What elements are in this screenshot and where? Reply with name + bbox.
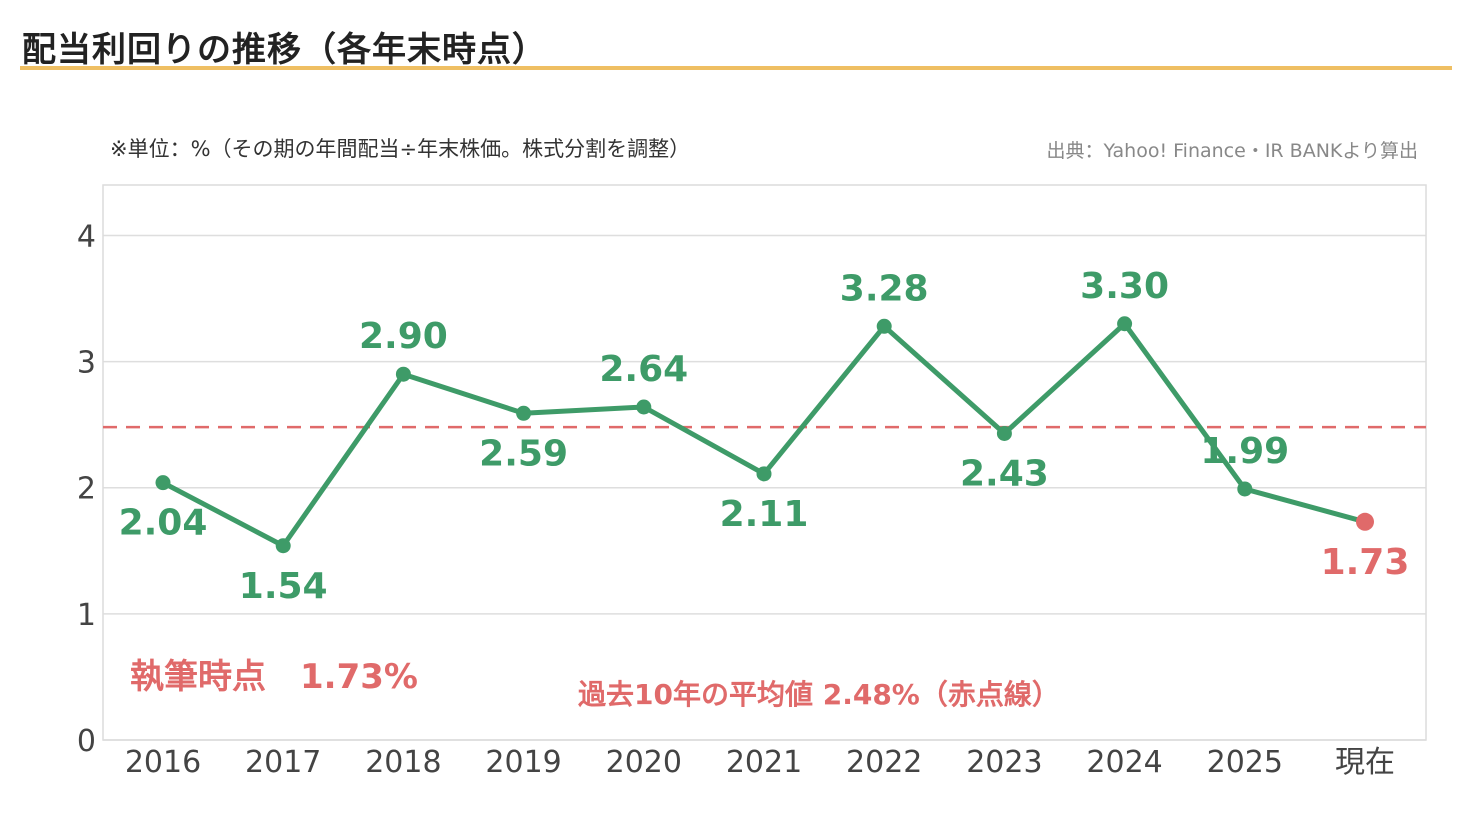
data-point <box>395 366 411 382</box>
x-tick-label: 2017 <box>245 745 321 780</box>
y-tick-label: 4 <box>77 219 96 254</box>
data-point <box>155 475 171 491</box>
y-tick-label: 2 <box>77 472 96 507</box>
x-tick-label: 2016 <box>125 745 201 780</box>
unit-note: ※単位：%（その期の年間配当÷年末株価。株式分割を調整） <box>110 137 690 161</box>
data-label: 2.59 <box>479 433 568 474</box>
x-tick-label: 2018 <box>365 745 441 780</box>
data-point <box>275 538 291 554</box>
data-point <box>996 425 1012 441</box>
data-label: 2.11 <box>720 494 809 535</box>
y-tick-label: 1 <box>77 598 96 633</box>
data-point <box>1237 481 1253 497</box>
current-point <box>1356 512 1374 531</box>
x-tick-label: 2025 <box>1207 745 1283 780</box>
x-tick-label: 2022 <box>846 745 922 780</box>
data-label: 2.04 <box>119 503 208 544</box>
data-label: 2.90 <box>359 316 448 357</box>
data-point <box>876 318 892 334</box>
data-point <box>636 399 652 415</box>
y-tick-label: 3 <box>77 346 96 381</box>
current-value-callout: 執筆時点 1.73% <box>130 657 418 697</box>
data-label: 3.28 <box>840 268 929 309</box>
data-label: 1.99 <box>1200 431 1289 472</box>
data-label: 1.54 <box>239 566 328 607</box>
x-tick-label: 2021 <box>726 745 802 780</box>
title-underline <box>20 66 1452 70</box>
plot-frame <box>102 184 1427 741</box>
y-tick-label: 0 <box>77 724 96 759</box>
page-title: 配当利回りの推移（各年末時点） <box>22 30 547 70</box>
data-point <box>516 405 532 421</box>
source-note: 出典：Yahoo! Finance・IR BANKより算出 <box>1047 140 1418 162</box>
data-label: 3.30 <box>1080 266 1169 307</box>
x-tick-label: 2024 <box>1086 745 1162 780</box>
data-point <box>756 466 772 482</box>
data-label: 2.64 <box>599 349 688 390</box>
x-tick-label: 2023 <box>966 745 1042 780</box>
average-label: 過去10年の平均値 2.48%（赤点線） <box>578 678 1060 711</box>
data-point <box>1117 316 1133 332</box>
data-label: 1.73 <box>1321 542 1410 583</box>
data-label: 2.43 <box>960 453 1049 494</box>
x-tick-label: 2020 <box>606 745 682 780</box>
x-tick-label: 2019 <box>485 745 561 780</box>
x-tick-label: 現在 <box>1335 745 1395 780</box>
